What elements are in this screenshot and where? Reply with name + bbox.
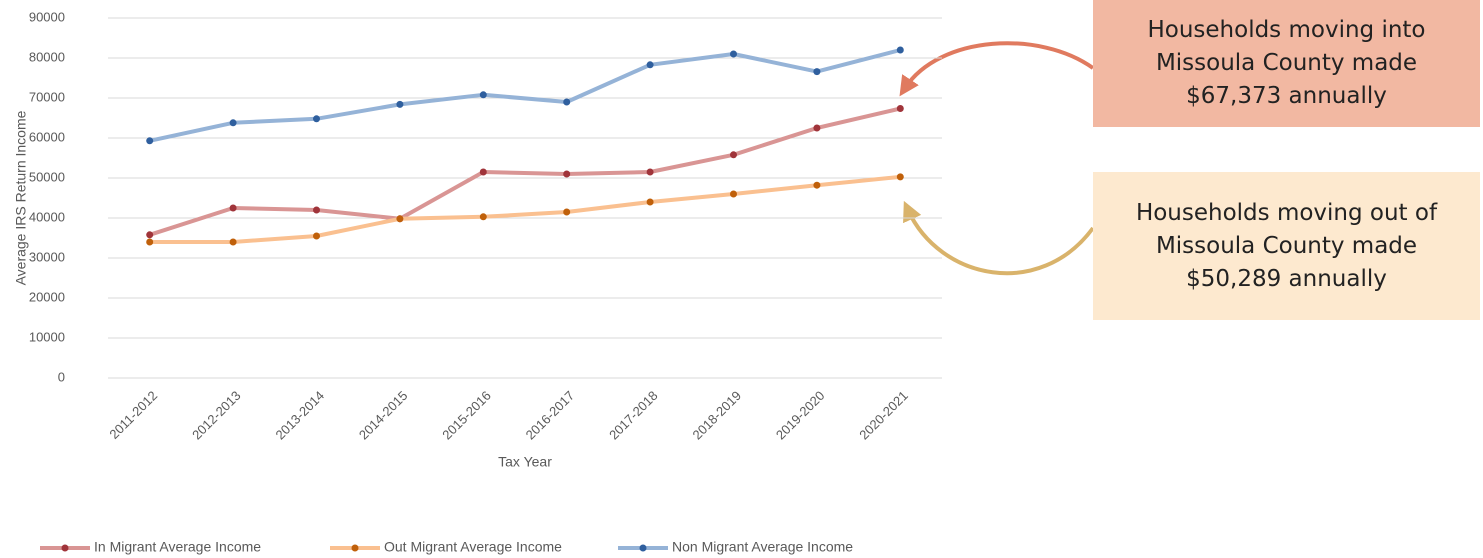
annotation: Households moving into Missoula County m… [1093, 0, 1480, 127]
data-point [730, 151, 737, 159]
legend-label: In Migrant Average Income [94, 539, 261, 555]
y-tick-label: 40000 [29, 209, 65, 224]
data-point [563, 170, 571, 178]
series-line [149, 106, 901, 237]
y-tick-label: 0 [58, 369, 65, 384]
data-point [313, 115, 320, 123]
data-point [730, 50, 737, 58]
data-point [313, 206, 320, 214]
x-tick-label: 2019-2020 [773, 388, 828, 443]
legend-marker [61, 544, 69, 552]
data-point [229, 119, 237, 127]
legend-marker [351, 544, 359, 552]
y-tick-label: 80000 [29, 49, 65, 64]
series-line [149, 174, 901, 244]
y-tick-label: 90000 [29, 9, 65, 24]
x-tick-label: 2013-2014 [272, 388, 327, 443]
series-line [149, 48, 901, 143]
x-tick-label: 2017-2018 [606, 388, 661, 443]
data-point [563, 208, 571, 216]
data-point [646, 168, 654, 176]
data-point [646, 198, 654, 206]
data-point [896, 46, 904, 54]
data-point [896, 173, 904, 181]
data-point [730, 190, 737, 198]
data-point [229, 204, 237, 212]
legend-label: Non Migrant Average Income [672, 539, 853, 555]
data-point [479, 168, 487, 176]
data-point [479, 91, 487, 99]
data-point [396, 215, 404, 223]
x-tick-label: 2020-2021 [856, 388, 911, 443]
data-point [896, 105, 904, 113]
data-point [146, 238, 154, 246]
y-tick-label: 70000 [29, 89, 65, 104]
y-tick-label: 50000 [29, 169, 65, 184]
arrow [899, 41, 1095, 97]
data-point [479, 213, 487, 221]
arrow [903, 200, 1095, 276]
data-point [313, 232, 320, 240]
data-point [229, 238, 237, 246]
x-tick-label: 2015-2016 [439, 388, 494, 443]
data-point [396, 100, 404, 108]
y-tick-label: 60000 [29, 129, 65, 144]
y-axis-title: Average IRS Return Income [13, 110, 29, 285]
y-tick-label: 30000 [29, 249, 65, 264]
x-tick-label: 2018-2019 [689, 388, 744, 443]
data-point [646, 61, 654, 69]
x-tick-label: 2014-2015 [356, 388, 411, 443]
data-point [146, 231, 154, 239]
data-point [563, 98, 571, 106]
annotation: Households moving out of Missoula County… [1093, 172, 1480, 320]
data-point [813, 124, 821, 132]
y-tick-label: 10000 [29, 329, 65, 344]
data-point [146, 137, 154, 145]
data-point [813, 181, 821, 189]
legend-label: Out Migrant Average Income [384, 539, 562, 555]
y-tick-label: 20000 [29, 289, 65, 304]
data-point [813, 68, 821, 76]
x-tick-label: 2011-2012 [106, 388, 160, 442]
x-tick-label: 2016-2017 [523, 388, 578, 443]
x-tick-label: 2012-2013 [189, 388, 244, 443]
legend-marker [639, 544, 647, 552]
x-axis-title: Tax Year [498, 454, 552, 470]
